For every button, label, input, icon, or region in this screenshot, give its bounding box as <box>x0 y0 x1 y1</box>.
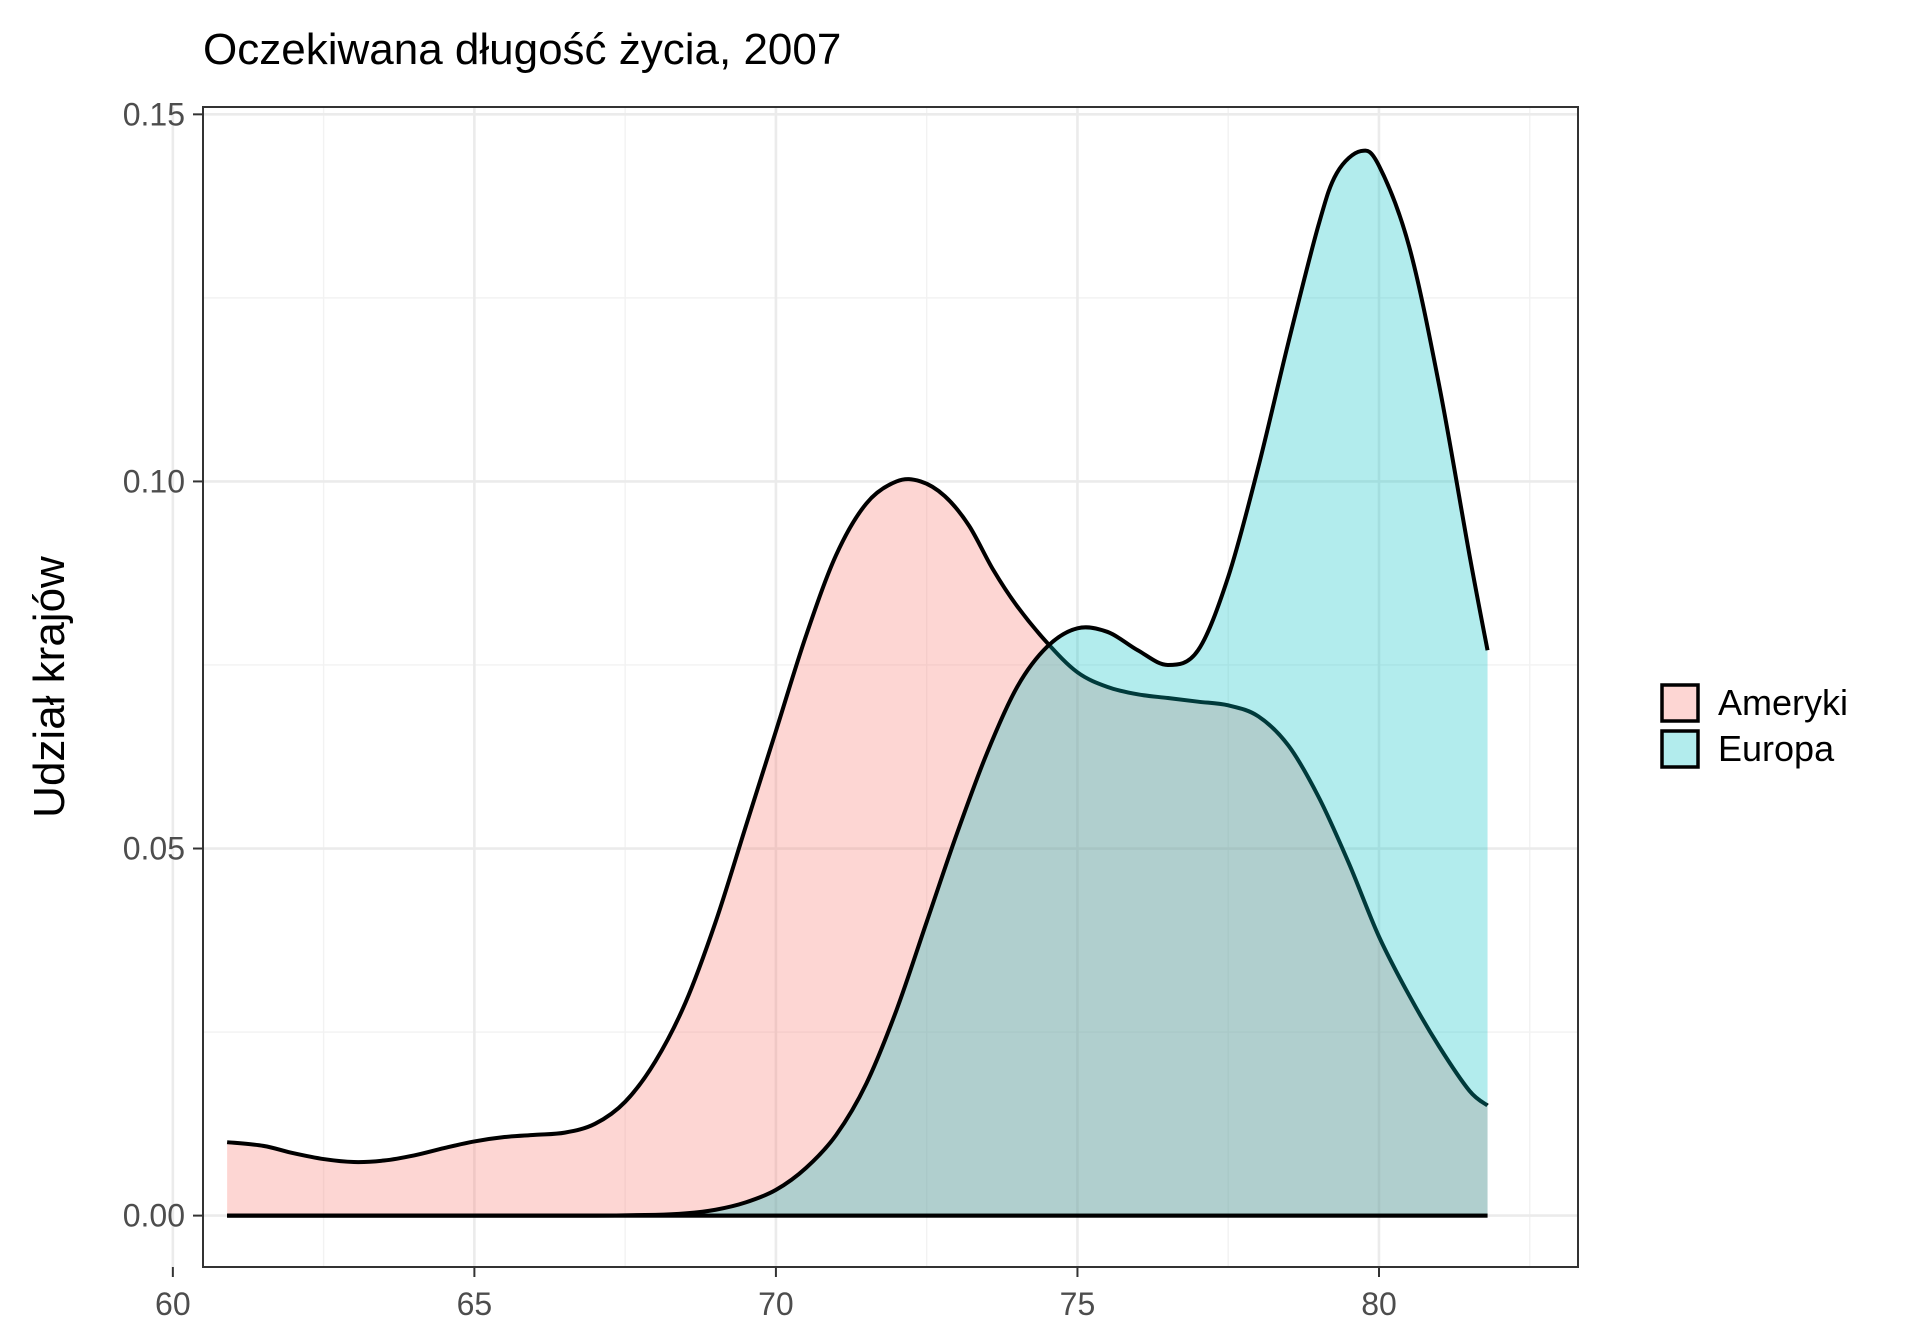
legend-key-bg-europa <box>1660 729 1700 769</box>
legend-key-bg-ameryki <box>1660 683 1700 723</box>
density-line-ameryki <box>226 477 1489 1165</box>
y-axis-title: Udział krajów <box>25 556 74 818</box>
x-tick-label: 80 <box>1361 1286 1397 1322</box>
x-axis: 60 65 70 75 80 <box>155 1267 1397 1322</box>
density-area-ameryki <box>227 479 1488 1216</box>
density-areas <box>226 148 1490 1218</box>
y-tick-label: 0.00 <box>123 1198 185 1234</box>
legend-label-ameryki: Ameryki <box>1718 682 1848 723</box>
chart-title: Oczekiwana długość życia, 2007 <box>203 25 841 74</box>
y-tick-label: 0.15 <box>123 96 185 132</box>
grid-minor <box>203 107 1578 1267</box>
x-tick-label: 70 <box>758 1286 794 1322</box>
legend: Ameryki Europa <box>1660 682 1848 769</box>
y-tick-label: 0.10 <box>123 463 185 499</box>
plot-border <box>202 106 1579 1268</box>
x-tick-label: 60 <box>155 1286 191 1322</box>
x-tick-label: 65 <box>457 1286 493 1322</box>
plot-background <box>203 107 1578 1267</box>
legend-key-europa <box>1660 729 1700 769</box>
legend-key-ameryki <box>1660 683 1700 723</box>
y-tick-label: 0.05 <box>123 831 185 867</box>
legend-label-europa: Europa <box>1718 728 1835 769</box>
density-area-europa <box>227 150 1488 1216</box>
x-tick-label: 75 <box>1060 1286 1096 1322</box>
y-axis: 0.00 0.05 0.10 0.15 <box>123 96 203 1234</box>
